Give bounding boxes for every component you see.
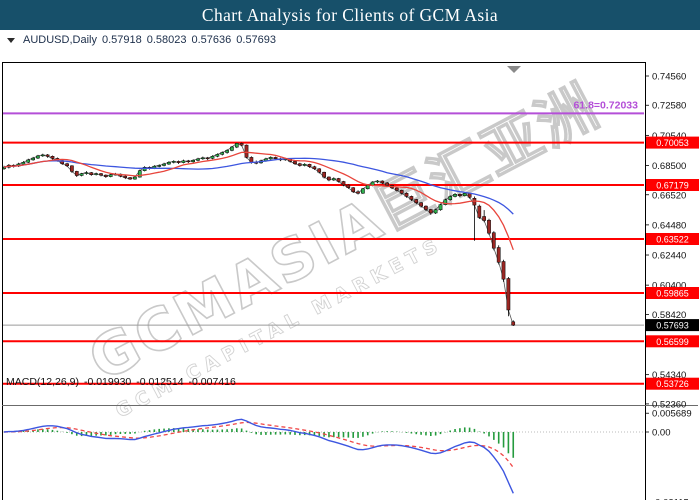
quote-low: 0.57636 [191, 34, 232, 46]
level-price-tag [646, 335, 699, 348]
macd-signal-value: -0.012514 [136, 376, 184, 388]
support-resistance-lines[interactable] [3, 112, 644, 385]
level-price-tag [646, 179, 699, 191]
level-labels: 61.8=0.72033 [573, 99, 638, 111]
scroll-to-end-icon[interactable] [507, 66, 521, 73]
price-axis-tick: 0.68500 [652, 161, 686, 172]
macd-axis-tick: -0.02115 [652, 497, 689, 500]
moving-averages [3, 151, 514, 251]
macd-axis-tick: 0.00 [652, 428, 671, 439]
macd-name: MACD(12,26,9) [6, 376, 79, 388]
level-price-tag [646, 377, 699, 390]
price-axis-tick: 0.52360 [652, 399, 686, 410]
price-axis-tick: 0.72580 [652, 101, 686, 112]
level-price-tag [646, 287, 699, 299]
markers [507, 66, 521, 73]
fib-level-label: 61.8=0.72033 [573, 99, 638, 111]
price-axis-tick: 0.64480 [652, 220, 686, 231]
price-axis-tick: 0.60400 [652, 281, 686, 292]
current-price-tag [646, 319, 699, 332]
page-title: Chart Analysis for Clients of GCM Asia [201, 4, 499, 25]
macd-main-value: -0.019930 [83, 376, 132, 388]
price-axis-tick: 0.54340 [652, 370, 686, 381]
price-tag-text: 0.70053 [656, 138, 689, 148]
price-tag-text: 0.56599 [656, 337, 689, 347]
axes[interactable]: 0.74560 0.72580 0.70540 0.68500 0.66520 0.644… [2, 72, 699, 500]
watermark-main: GCMASIA巨汇亚洲 [78, 71, 611, 394]
level-price-tag [646, 233, 699, 245]
title-bar: Chart Analysis for Clients of GCM Asia [0, 0, 700, 30]
level-price-tag [646, 136, 699, 149]
quote-close: 0.57693 [236, 34, 277, 46]
macd-axis-tick: 0.005689 [652, 409, 692, 420]
price-tag-text: 0.59865 [656, 289, 689, 299]
chart-window[interactable]: GCMASIA巨汇亚洲 GCM CAPITAL MARKETS 61.8=0.72… [0, 30, 700, 500]
quote-high: 0.58023 [146, 34, 187, 46]
macd-header: MACD(12,26,9) -0.019930 -0.012514 -0.007… [6, 376, 236, 388]
price-tag-text: 0.53726 [656, 379, 689, 389]
quote-symbol: AUDUSD,Daily [23, 34, 97, 46]
symbol-dropdown-icon[interactable] [7, 37, 15, 43]
macd-hist-value: -0.007416 [188, 376, 236, 388]
quote-open: 0.57918 [101, 34, 142, 46]
price-axis-tick: 0.66520 [652, 190, 686, 201]
quote-line: AUDUSD,Daily 0.57918 0.58023 0.57636 0.5… [7, 34, 276, 46]
price-tag-text: 0.57693 [656, 321, 689, 331]
price-axis-tick: 0.62440 [652, 251, 686, 262]
price-axis-tick: 0.58420 [652, 310, 686, 321]
price-tag-text: 0.67179 [656, 181, 689, 191]
price-axis-tick: 0.70540 [652, 131, 686, 142]
price-tag-text: 0.63522 [656, 235, 689, 245]
price-axis-tick: 0.74560 [652, 72, 686, 83]
macd-panel [3, 418, 644, 494]
